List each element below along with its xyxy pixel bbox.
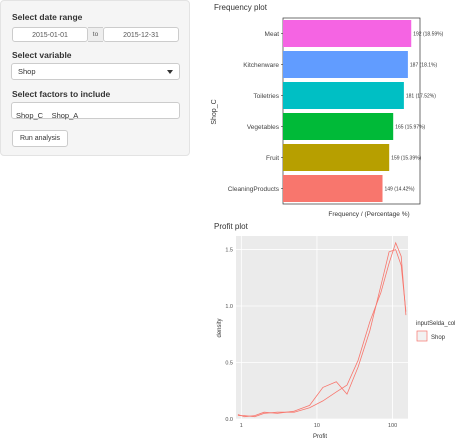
- variable-label: Select variable: [12, 50, 72, 60]
- run-analysis-button[interactable]: Run analysis: [12, 130, 68, 147]
- bar: [283, 113, 394, 140]
- category-tick-label: Meat: [265, 31, 280, 38]
- bar: [283, 144, 390, 171]
- sidebar-panel: Select date range 2015-01-01 to 2015-12-…: [0, 0, 190, 156]
- category-tick-label: CleaningProducts: [228, 186, 280, 193]
- bar: [283, 51, 408, 78]
- category-tick-label: Fruit: [266, 155, 279, 162]
- frequency-plot-ylabel: Shop_C: [211, 99, 218, 124]
- bar-value-label: 181 (17.52%): [406, 94, 436, 100]
- date-start-input[interactable]: 2015-01-01: [12, 27, 88, 42]
- bar-value-label: 159 (15.39%): [391, 156, 421, 162]
- category-tick-label: Vegetables: [247, 124, 280, 131]
- date-separator: to: [88, 27, 103, 42]
- bar-value-label: 165 (15.97%): [395, 125, 425, 131]
- factors-input[interactable]: Shop_C Shop_A: [11, 102, 180, 120]
- bar-value-label: 192 (18.59%): [413, 32, 443, 38]
- factor-chip[interactable]: Shop_C: [16, 111, 44, 120]
- frequency-plot-panel: [282, 17, 421, 205]
- date-range-label: Select date range: [12, 12, 83, 22]
- bar: [283, 175, 383, 202]
- date-end-input[interactable]: 2015-12-31: [103, 27, 179, 42]
- category-tick-label: Kitchenware: [243, 62, 279, 69]
- bar-value-label: 187 (18.1%): [410, 63, 438, 69]
- bar: [283, 82, 404, 109]
- frequency-plot-xlabel: Frequency / (Percentage %): [328, 211, 409, 218]
- factors-label: Select factors to include: [12, 89, 111, 99]
- variable-select[interactable]: Shop: [11, 63, 180, 80]
- chevron-down-icon: [167, 70, 173, 74]
- category-tick-label: Toiletries: [253, 93, 279, 100]
- variable-select-value: Shop: [18, 67, 36, 76]
- bar: [283, 20, 412, 47]
- factor-chip[interactable]: Shop_A: [51, 111, 79, 120]
- frequency-plot-title: Frequency plot: [214, 3, 267, 12]
- bar-value-label: 149 (14.42%): [385, 187, 415, 193]
- profit-plot-title: Profit plot: [214, 222, 248, 231]
